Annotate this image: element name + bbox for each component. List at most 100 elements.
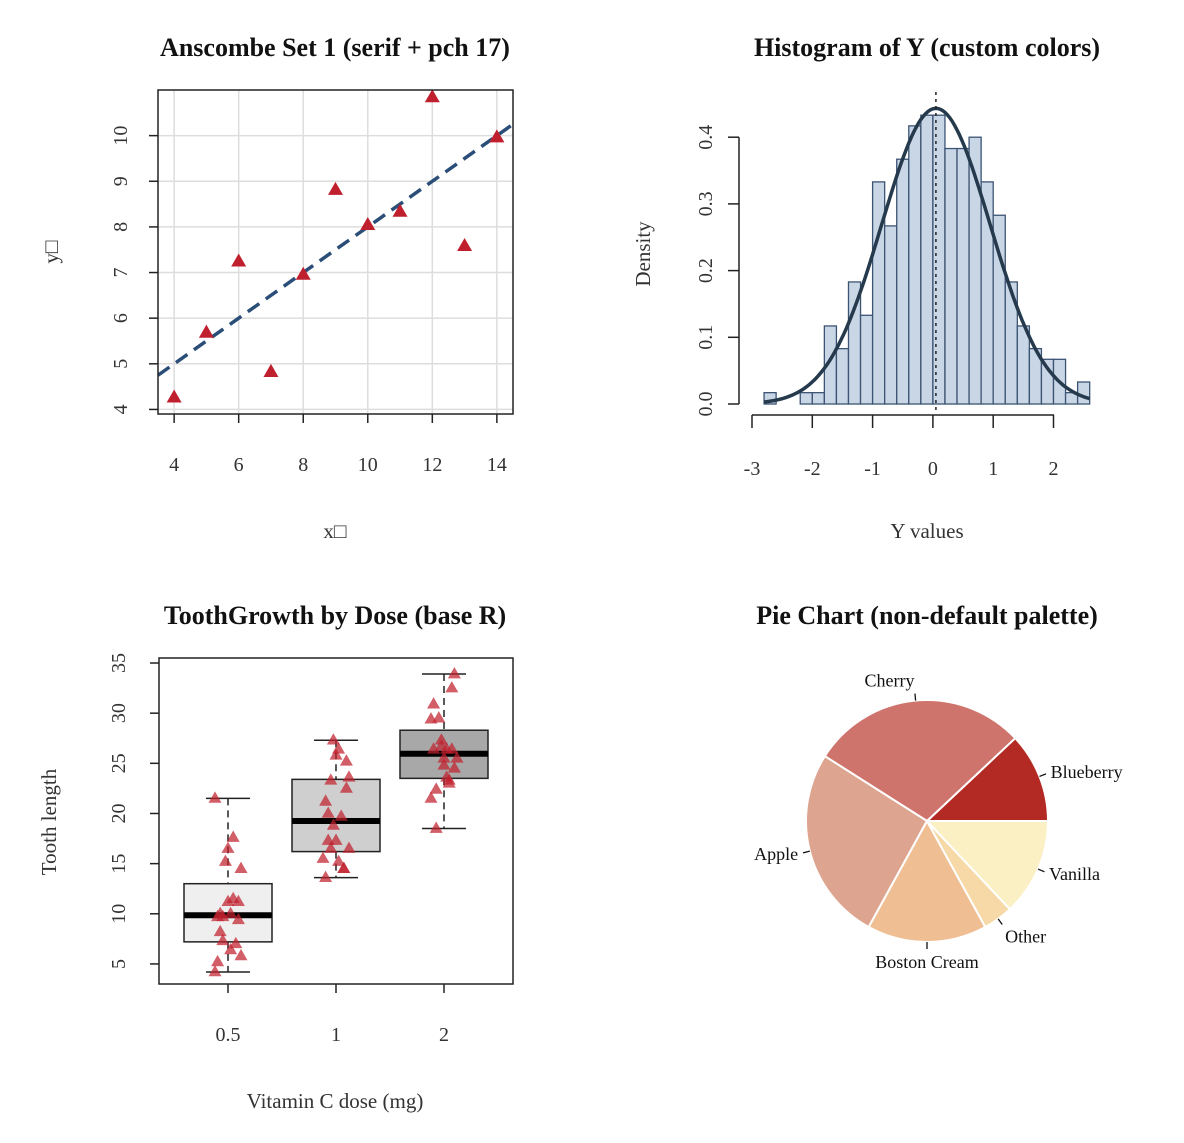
x-tick-label: 14 xyxy=(487,454,507,476)
pie-label: Cherry xyxy=(864,671,914,691)
histogram-x-label: Y values xyxy=(890,519,963,543)
scatter-point xyxy=(263,363,279,377)
x-tick-label: -3 xyxy=(744,458,761,480)
jitter-point xyxy=(437,751,451,763)
jitter-point xyxy=(234,861,248,873)
boxplot-y-label: Tooth length xyxy=(37,768,61,875)
histogram-bar xyxy=(896,158,910,405)
scatter-x-label: x□ xyxy=(323,519,347,543)
x-tick-label: 0.5 xyxy=(216,1024,241,1046)
jitter-point xyxy=(424,712,438,724)
jitter-point xyxy=(216,933,230,946)
pie-label: Boston Cream xyxy=(875,952,979,972)
x-tick-label: 12 xyxy=(422,454,442,476)
y-tick-label: 0.4 xyxy=(695,125,717,150)
jitter-point xyxy=(442,776,456,788)
jitter-point xyxy=(208,964,222,977)
jitter-point xyxy=(427,742,441,754)
y-tick-label: 4 xyxy=(110,404,132,414)
jitter-point xyxy=(319,794,333,806)
jitter-point xyxy=(342,841,356,853)
y-tick-label: 10 xyxy=(110,126,132,146)
x-tick-label: -1 xyxy=(864,458,881,480)
pie-label-tick xyxy=(1039,773,1047,778)
histogram-bar xyxy=(1076,381,1091,405)
y-tick-label: 30 xyxy=(108,703,130,723)
plot-frame xyxy=(157,89,514,415)
pie-label: Vanilla xyxy=(1049,864,1100,884)
histogram-bar xyxy=(811,392,826,405)
y-tick-label: 5 xyxy=(108,959,130,969)
histogram-bar xyxy=(835,347,850,405)
x-tick-label: 6 xyxy=(234,454,244,476)
jitter-point xyxy=(437,758,451,770)
x-tick-label: -2 xyxy=(804,458,821,480)
pie-slice xyxy=(805,754,929,929)
jitter-point xyxy=(445,681,459,693)
jitter-point xyxy=(434,733,448,745)
pie-slice xyxy=(867,818,987,943)
pie-panel: Pie Chart (non-default palette) Blueberr… xyxy=(754,601,1122,972)
jitter-point xyxy=(231,912,245,925)
y-tick-label: 10 xyxy=(108,904,130,924)
x-tick-label: 1 xyxy=(988,458,998,480)
scatter-point xyxy=(360,216,376,231)
jitter-point xyxy=(208,791,222,803)
jitter-point xyxy=(221,841,235,853)
jitter-point xyxy=(429,782,443,794)
x-tick-label: 10 xyxy=(358,454,378,476)
jitter-point xyxy=(329,833,343,845)
scatter-point xyxy=(392,203,408,217)
histogram-bar xyxy=(956,147,970,405)
y-tick-label: 6 xyxy=(110,313,132,323)
jitter-point xyxy=(213,924,227,937)
scatter-point xyxy=(198,324,214,338)
scatter-point xyxy=(424,89,440,103)
pie-title: Pie Chart (non-default palette) xyxy=(756,601,1098,630)
histogram-bar xyxy=(908,125,922,405)
jitter-point xyxy=(337,861,351,873)
jitter-point xyxy=(231,894,245,907)
y-tick-label: 20 xyxy=(108,803,130,823)
y-tick-label: 15 xyxy=(108,854,130,874)
y-tick-label: 0.1 xyxy=(695,325,717,350)
jitter-point xyxy=(224,906,238,919)
y-tick-label: 8 xyxy=(110,222,132,232)
scatter-point xyxy=(166,389,182,403)
y-tick-label: 5 xyxy=(110,359,132,369)
jitter-point xyxy=(427,697,441,709)
jitter-point xyxy=(334,809,348,821)
boxplot-x-label: Vitamin C dose (mg) xyxy=(247,1089,424,1113)
jitter-point xyxy=(211,954,225,967)
boxplot-title: ToothGrowth by Dose (base R) xyxy=(164,601,506,630)
x-tick-label: 4 xyxy=(169,454,179,476)
histogram-y-label: Density xyxy=(631,221,655,287)
y-tick-label: 35 xyxy=(108,653,130,673)
jitter-point xyxy=(329,748,343,760)
histogram-bar xyxy=(884,225,898,405)
jitter-point xyxy=(319,870,333,882)
jitter-point xyxy=(342,770,356,782)
scatter-panel: Anscombe Set 1 (serif + pch 17) x□ y□ 4 6… xyxy=(39,33,514,543)
pie-slice xyxy=(924,820,1050,911)
jitter-point xyxy=(234,948,248,961)
histogram-panel: Histogram of Y (custom colors) Y values … xyxy=(631,33,1100,543)
pie-label-tick xyxy=(914,693,917,701)
jitter-point xyxy=(211,909,225,922)
jitter-point xyxy=(324,841,338,853)
jitter-point xyxy=(321,806,335,818)
regression-line xyxy=(158,122,513,377)
jitter-point xyxy=(450,751,464,763)
x-tick-label: 2 xyxy=(1049,458,1059,480)
jitter-point xyxy=(432,711,446,723)
scatter-point xyxy=(231,253,247,267)
jitter-point xyxy=(326,733,340,745)
pie-label-tick xyxy=(802,850,810,854)
jitter-point xyxy=(447,761,461,773)
jitter-point xyxy=(218,854,232,866)
y-tick-label: 25 xyxy=(108,753,130,773)
histogram-bar xyxy=(1016,325,1031,405)
x-tick-label: 2 xyxy=(439,1024,449,1046)
jitter-point xyxy=(424,791,438,803)
scatter-title: Anscombe Set 1 (serif + pch 17) xyxy=(160,33,510,62)
